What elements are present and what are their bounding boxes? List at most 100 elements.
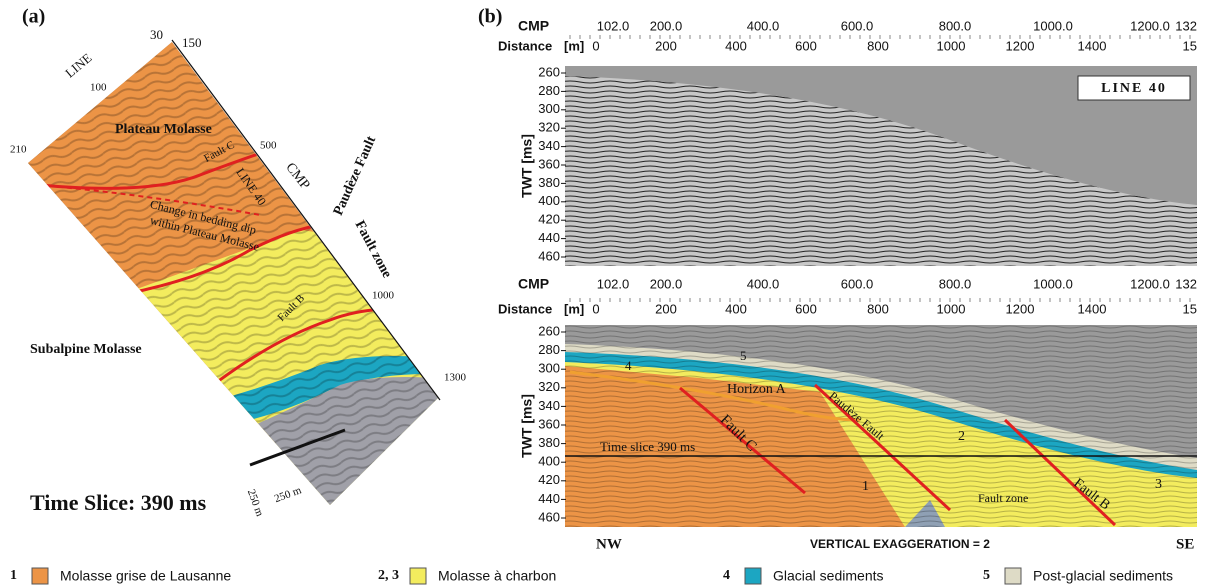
cmp-tick-label: 600.0: [841, 18, 874, 33]
cmp-tick: 500: [260, 140, 277, 152]
unit-number: 1: [862, 479, 869, 494]
distance-tick-label: 400: [725, 301, 747, 316]
y-tick-label: 280: [538, 342, 560, 357]
distance-tick-label: 15: [1183, 38, 1197, 53]
distance-tick-label: 800: [867, 38, 889, 53]
legend-label: Molasse à charbon: [438, 568, 556, 584]
panel-label: (a): [22, 6, 45, 28]
distance-tick-label: 600: [795, 38, 817, 53]
y-tick-label: 440: [538, 230, 560, 245]
distance-tick-label: 400: [725, 38, 747, 53]
distance-tick-label: 200: [655, 301, 677, 316]
distance-tick-label: 1200: [1006, 301, 1035, 316]
line-tick: 210: [10, 144, 27, 156]
seismic-section: LINE 40: [565, 66, 1197, 266]
figure: (a) 30 150 LINE 1 0 0 210 500 CMP 1000 1 30…: [0, 0, 1210, 587]
distance-unit: [m]: [564, 38, 584, 53]
interpreted-section: 5 4 Horizon A Paudèze Fault Fault C Time…: [565, 325, 1197, 527]
cmp-tick-label: 200.0: [650, 276, 683, 291]
cmp-tick-label: 1200.0: [1130, 18, 1170, 33]
distance-axis-label: Distance: [498, 38, 552, 53]
distance-tick-label: 1400: [1078, 301, 1107, 316]
time-slice-label: Time slice 390 ms: [600, 439, 695, 454]
exaggeration-note: VERTICAL EXAGGERATION = 2: [810, 537, 990, 551]
y-tick-label: 460: [538, 248, 560, 263]
cmp-tick-label: 102.0: [597, 276, 630, 291]
y-axis-label: TWT [ms]: [519, 394, 535, 458]
cmp-tick-label: 800.0: [939, 18, 972, 33]
y-tick-label: 420: [538, 212, 560, 227]
cmp-tick-label: 200.0: [650, 18, 683, 33]
y-axis-label: TWT [ms]: [519, 134, 535, 198]
y-tick-label: 300: [538, 101, 560, 116]
y-tick-label: 260: [538, 64, 560, 79]
legend-label: Molasse grise de Lausanne: [60, 568, 231, 584]
distance-tick-label: 1400: [1078, 38, 1107, 53]
cmp-tick-label: 132: [1175, 276, 1197, 291]
legend: 1 Molasse grise de Lausanne 2, 3 Molasse à …: [10, 568, 1173, 584]
line-tick: 30: [150, 27, 163, 42]
cmp-tick-label: 102.0: [597, 18, 630, 33]
y-tick-label: 360: [538, 416, 560, 431]
line-axis-label: LINE: [62, 50, 94, 81]
scale-label: 250 m: [245, 488, 266, 519]
distance-tick-label: 0: [592, 301, 599, 316]
distance-axis-label: Distance: [498, 301, 552, 316]
legend-number: 1: [10, 568, 17, 583]
unit-label: Plateau Molasse: [115, 122, 212, 137]
cmp-axis-label: CMP: [518, 18, 549, 34]
cmp-tick-label: 800.0: [939, 276, 972, 291]
cmp-axis-label: CMP: [518, 276, 549, 292]
legend-number: 2, 3: [378, 568, 399, 583]
fault-name: Paudèze Fault: [331, 134, 379, 218]
distance-tick-label: 200: [655, 38, 677, 53]
cmp-tick-label: 600.0: [841, 276, 874, 291]
cmp-tick-label: 1200.0: [1130, 276, 1170, 291]
distance-tick-label: 0: [592, 38, 599, 53]
y-tick-label: 440: [538, 491, 560, 506]
y-tick-label: 400: [538, 193, 560, 208]
y-tick-label: 340: [538, 398, 560, 413]
line-name: LINE 40: [1101, 81, 1167, 96]
legend-swatch: [745, 568, 761, 584]
cmp-tick-label: 132: [1175, 18, 1197, 33]
cmp-axis-label: CMP: [282, 160, 312, 193]
y-tick-label: 320: [538, 379, 560, 394]
cmp-tick: 1000: [372, 290, 395, 302]
distance-unit: [m]: [564, 301, 584, 316]
cmp-tick-label: 1000.0: [1033, 276, 1073, 291]
fault-zone-label: Fault zone: [978, 491, 1028, 505]
y-tick-label: 380: [538, 175, 560, 190]
unit-number: 3: [1155, 477, 1162, 492]
legend-number: 4: [723, 568, 730, 583]
y-tick-label: 340: [538, 138, 560, 153]
unit-number: 2: [958, 429, 965, 444]
direction-label: NW: [596, 536, 622, 552]
y-tick-label: 460: [538, 509, 560, 524]
cmp-tick: 150: [182, 35, 202, 50]
y-tick-label: 280: [538, 83, 560, 98]
horizon-label: Horizon A: [727, 382, 787, 397]
unit-number: 4: [625, 358, 632, 373]
distance-tick-label: 600: [795, 301, 817, 316]
scale-label: 250 m: [273, 484, 304, 505]
distance-tick-label: 15: [1183, 301, 1197, 316]
legend-number: 5: [983, 568, 990, 583]
legend-label: Post-glacial sediments: [1033, 568, 1173, 584]
direction-label: SE: [1176, 536, 1194, 552]
cmp-tick-label: 400.0: [747, 18, 780, 33]
distance-tick-label: 1000: [937, 38, 966, 53]
legend-swatch: [32, 568, 48, 584]
cmp-tick-label: 1000.0: [1033, 18, 1073, 33]
distance-tick-label: 1200: [1006, 38, 1035, 53]
cmp-tick-label: 400.0: [747, 276, 780, 291]
legend-swatch: [1005, 568, 1021, 584]
legend-swatch: [410, 568, 426, 584]
unit-number: 5: [740, 348, 747, 363]
fault-zone-label: Fault zone: [352, 218, 395, 280]
y-tick-label: 380: [538, 435, 560, 450]
distance-tick-label: 800: [867, 301, 889, 316]
distance-tick-label: 1000: [937, 301, 966, 316]
y-tick-label: 320: [538, 120, 560, 135]
legend-label: Glacial sediments: [773, 568, 884, 584]
